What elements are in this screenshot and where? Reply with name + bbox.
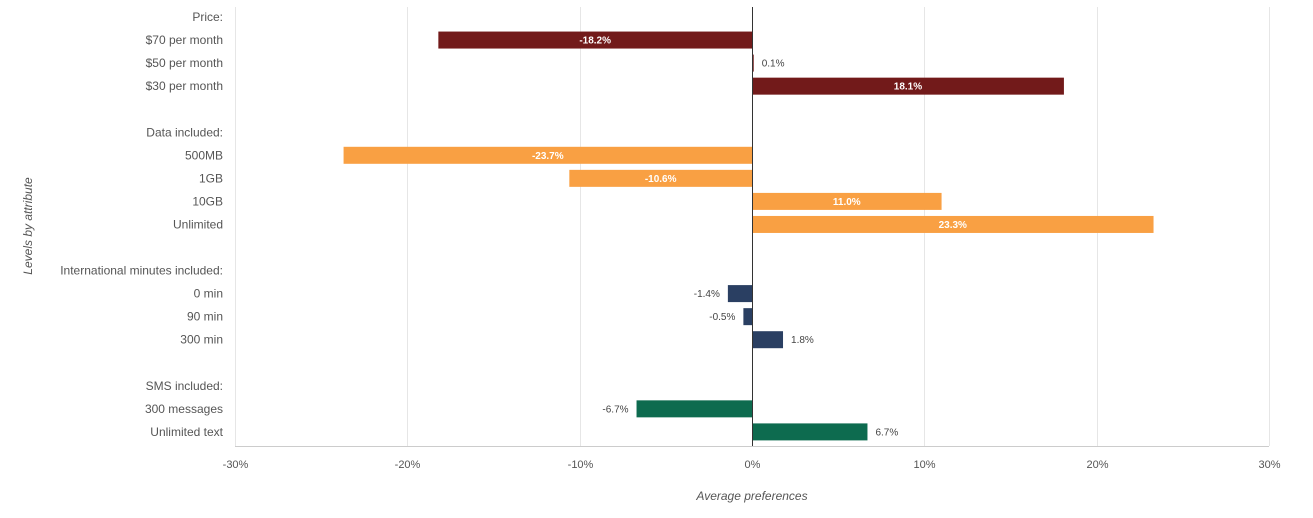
bar-value-label: -18.2% <box>579 36 611 47</box>
x-tick-label: 0% <box>745 459 761 471</box>
x-axis-title: Average preferences <box>695 489 807 503</box>
bar-value-label: 1.8% <box>791 335 814 346</box>
bar <box>752 77 1064 95</box>
bar <box>743 308 752 326</box>
bar-value-label: -6.7% <box>602 404 628 415</box>
x-tick-label: -30% <box>223 459 249 471</box>
group-label: Price: <box>192 10 223 24</box>
group-label: SMS included: <box>146 379 223 393</box>
bar <box>636 400 752 418</box>
bar <box>752 331 784 349</box>
bar-value-label: 6.7% <box>875 427 898 438</box>
level-label: 1GB <box>199 171 223 185</box>
x-tick-label: 20% <box>1086 459 1108 471</box>
x-tick-label: 10% <box>913 459 935 471</box>
bar-value-label: 23.3% <box>939 220 967 231</box>
bar-value-label: -10.6% <box>645 174 677 185</box>
bar <box>438 31 752 49</box>
level-label: 300 messages <box>145 402 223 416</box>
level-label: 300 min <box>180 333 223 347</box>
bar <box>752 215 1154 233</box>
x-tick-label: -10% <box>568 459 594 471</box>
x-tick-labels: -30% -20% -10% 0% 10% 20% 30% <box>223 459 1281 471</box>
bar-value-label: 11.0% <box>833 197 861 208</box>
bar-value-label: -0.5% <box>709 312 735 323</box>
bar-value-label: -1.4% <box>694 289 720 300</box>
level-label: 500MB <box>185 148 223 162</box>
bar <box>569 169 752 187</box>
category-labels: Price: $70 per month $50 per month $30 per … <box>60 10 223 439</box>
level-label: Unlimited <box>173 217 223 231</box>
group-label: Data included: <box>146 125 223 139</box>
level-label: 0 min <box>194 287 223 301</box>
level-label: $30 per month <box>146 79 223 93</box>
bar-value-label: 0.1% <box>762 59 785 70</box>
x-tick-label: 30% <box>1258 459 1280 471</box>
level-label: 90 min <box>187 310 223 324</box>
bar <box>752 192 942 210</box>
bar <box>343 146 752 164</box>
level-label: $70 per month <box>146 33 223 47</box>
bar-value-label: 18.1% <box>894 82 922 93</box>
bars: -18.2% 0.1% 18.1% -23.7% -10.6% 11.0% 23.3% -1.… <box>343 31 1154 441</box>
group-label: International minutes included: <box>60 264 223 278</box>
level-label: Unlimited text <box>150 425 223 439</box>
bar <box>752 423 868 441</box>
x-tick-label: -20% <box>395 459 421 471</box>
level-label: $50 per month <box>146 56 223 70</box>
y-axis-title: Levels by attribute <box>21 177 35 275</box>
bar-value-label: -23.7% <box>532 151 564 162</box>
level-label: 10GB <box>192 194 223 208</box>
bar <box>727 285 752 303</box>
